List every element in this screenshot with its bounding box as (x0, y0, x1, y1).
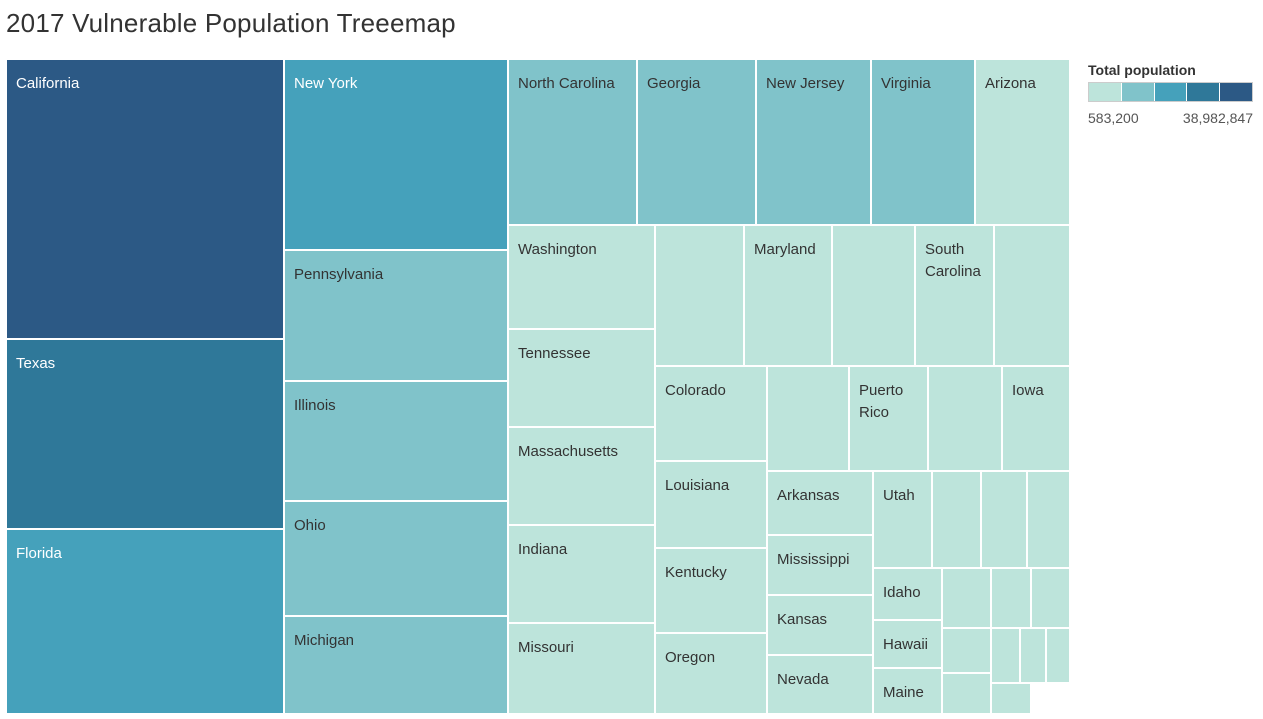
tile-north-carolina[interactable]: North Carolina (508, 59, 637, 225)
tile-unlabeled[interactable] (1031, 568, 1070, 628)
tile-arizona[interactable]: Arizona (975, 59, 1070, 225)
color-legend: Total population 583,200 38,982,847 (1088, 62, 1260, 126)
tile-label: Idaho (883, 584, 921, 601)
tile-label: Florida (16, 545, 62, 562)
tile-unlabeled[interactable] (942, 568, 991, 628)
tile-new-york[interactable]: New York (284, 59, 508, 250)
tile-label: Arizona (985, 75, 1036, 92)
treemap: California Texas Florida New York Pennsylvan… (6, 59, 1070, 714)
tile-label: Virginia (881, 75, 931, 92)
tile-label: Nevada (777, 671, 829, 688)
tile-missouri[interactable]: Missouri (508, 623, 655, 714)
tile-label: Hawaii (883, 636, 929, 653)
tile-label: Georgia (647, 75, 701, 92)
tile-unlabeled[interactable] (932, 471, 981, 568)
tile-new-jersey[interactable]: New Jersey (756, 59, 871, 225)
tile-oregon[interactable]: Oregon (655, 633, 767, 714)
tile-label: Maine (883, 684, 924, 701)
tile-unlabeled[interactable] (991, 628, 1020, 683)
tile-massachusetts[interactable]: Massachusetts (508, 427, 655, 525)
tile-label: North Carolina (518, 75, 615, 92)
tile-kentucky[interactable]: Kentucky (655, 548, 767, 633)
tile-label: Kentucky (665, 564, 727, 581)
tile-label: South Carolina (925, 241, 981, 280)
tile-label: New Jersey (766, 75, 845, 92)
legend-swatch (1220, 83, 1252, 101)
tile-label: Washington (518, 241, 597, 258)
tile-label: Arkansas (777, 487, 840, 504)
tile-michigan[interactable]: Michigan (284, 616, 508, 714)
tile-texas[interactable]: Texas (6, 339, 284, 529)
tile-label: Kansas (777, 611, 828, 628)
tile-unlabeled[interactable] (1020, 628, 1046, 683)
tile-label: Oregon (665, 649, 716, 666)
tile-pennsylvania[interactable]: Pennsylvania (284, 250, 508, 381)
tile-label: Utah (883, 487, 915, 504)
tile-idaho[interactable]: Idaho (873, 568, 942, 620)
tile-maine[interactable]: Maine (873, 668, 942, 714)
legend-title: Total population (1088, 62, 1196, 78)
tile-illinois[interactable]: Illinois (284, 381, 508, 501)
tile-label: Missouri (518, 639, 574, 656)
tile-label: Tennessee (518, 345, 591, 362)
legend-swatch (1089, 83, 1122, 101)
legend-color-ramp (1088, 82, 1253, 102)
tile-label: Pennsylvania (294, 266, 384, 283)
tile-label: Iowa (1012, 382, 1044, 399)
legend-max-label: 38,982,847 (1182, 110, 1253, 126)
tile-california[interactable]: California (6, 59, 284, 339)
tile-iowa[interactable]: Iowa (1002, 366, 1070, 471)
tile-label: Michigan (294, 632, 355, 649)
tile-unlabeled[interactable] (942, 628, 991, 673)
tile-label: Massachusetts (518, 443, 619, 460)
tile-label: Ohio (294, 517, 326, 534)
tile-unlabeled[interactable] (655, 225, 744, 366)
tile-tennessee[interactable]: Tennessee (508, 329, 655, 427)
tile-washington[interactable]: Washington (508, 225, 655, 329)
tile-utah[interactable]: Utah (873, 471, 932, 568)
tile-south-carolina[interactable]: South Carolina (915, 225, 994, 366)
tile-unlabeled[interactable] (994, 225, 1070, 366)
chart-title: 2017 Vulnerable Population Treeemap (6, 8, 456, 38)
tile-label: Maryland (754, 241, 816, 258)
tile-unlabeled[interactable] (981, 471, 1027, 568)
tile-louisiana[interactable]: Louisiana (655, 461, 767, 548)
tile-puerto-rico[interactable]: Puerto Rico (849, 366, 928, 471)
tile-label: Louisiana (665, 477, 730, 494)
tile-hawaii[interactable]: Hawaii (873, 620, 942, 668)
tile-label: Indiana (518, 541, 568, 558)
tile-unlabeled[interactable] (1027, 471, 1070, 568)
legend-swatch (1154, 83, 1188, 101)
tile-ohio[interactable]: Ohio (284, 501, 508, 616)
tile-unlabeled[interactable] (1046, 628, 1070, 683)
tile-unlabeled[interactable] (942, 673, 991, 714)
tile-unlabeled[interactable] (928, 366, 1002, 471)
tile-label: Puerto Rico (859, 382, 904, 421)
tile-virginia[interactable]: Virginia (871, 59, 975, 225)
tile-label: Illinois (294, 397, 336, 414)
tile-label: New York (294, 75, 358, 92)
tile-kansas[interactable]: Kansas (767, 595, 873, 655)
tile-unlabeled[interactable] (767, 366, 849, 471)
tile-unlabeled[interactable] (991, 568, 1031, 628)
tile-unlabeled[interactable] (832, 225, 915, 366)
tile-unlabeled[interactable] (991, 683, 1031, 714)
tile-label: Texas (16, 355, 56, 372)
tile-mississippi[interactable]: Mississippi (767, 535, 873, 595)
legend-min-label: 583,200 (1088, 110, 1139, 126)
legend-swatch (1121, 83, 1155, 101)
legend-swatch (1187, 83, 1221, 101)
tile-arkansas[interactable]: Arkansas (767, 471, 873, 535)
tile-florida[interactable]: Florida (6, 529, 284, 714)
tile-maryland[interactable]: Maryland (744, 225, 832, 366)
tile-indiana[interactable]: Indiana (508, 525, 655, 623)
tile-label: Mississippi (777, 551, 850, 568)
tile-label: Colorado (665, 382, 726, 399)
tile-colorado[interactable]: Colorado (655, 366, 767, 461)
tile-label: California (16, 75, 80, 92)
tile-georgia[interactable]: Georgia (637, 59, 756, 225)
tile-nevada[interactable]: Nevada (767, 655, 873, 714)
